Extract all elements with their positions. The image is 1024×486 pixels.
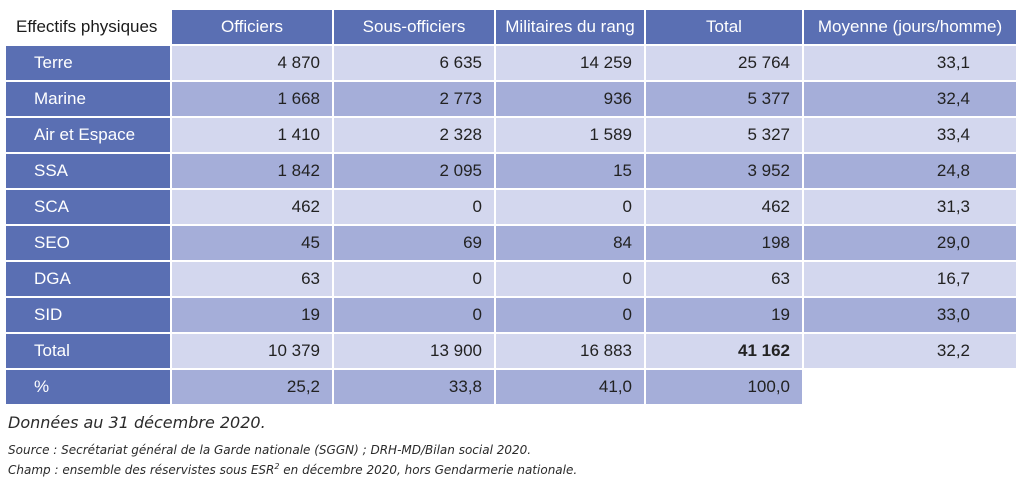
champ-superscript: 2 [274,462,280,471]
cell-total: 462 [646,190,804,226]
champ-note: Champ : ensemble des réservistes sous ES… [8,462,577,477]
table-row: SSA 1 842 2 095 15 3 952 24,8 [6,154,1016,190]
table-row: Air et Espace 1 410 2 328 1 589 5 327 33… [6,118,1016,154]
cell-officiers: 1 842 [172,154,334,190]
header-sous-officiers: Sous-officiers [334,10,496,46]
cell-officiers: 63 [172,262,334,298]
cell-sous-officiers: 0 [334,262,496,298]
cell-total: 100,0 [646,370,804,406]
row-label: SID [6,298,172,334]
header-total: Total [646,10,804,46]
cell-moyenne: 33,1 [804,46,1016,82]
row-label: Air et Espace [6,118,172,154]
cell-sous-officiers: 2 773 [334,82,496,118]
cell-militaires: 16 883 [496,334,646,370]
cell-moyenne: 24,8 [804,154,1016,190]
cell-militaires: 936 [496,82,646,118]
cell-total: 5 377 [646,82,804,118]
table-row: Marine 1 668 2 773 936 5 377 32,4 [6,82,1016,118]
cell-total: 3 952 [646,154,804,190]
cell-militaires: 15 [496,154,646,190]
cell-total: 5 327 [646,118,804,154]
header-militaires: Militaires du rang [496,10,646,46]
row-label: DGA [6,262,172,298]
cell-officiers: 45 [172,226,334,262]
row-label: Total [6,334,172,370]
cell-militaires: 0 [496,298,646,334]
date-note: Données au 31 décembre 2020. [8,413,266,432]
cell-moyenne: 31,3 [804,190,1016,226]
champ-suffix: en décembre 2020, hors Gendarmerie natio… [279,463,578,477]
cell-total: 198 [646,226,804,262]
cell-total: 25 764 [646,46,804,82]
cell-officiers: 1 668 [172,82,334,118]
cell-officiers: 462 [172,190,334,226]
table-row: Terre 4 870 6 635 14 259 25 764 33,1 [6,46,1016,82]
cell-moyenne: 32,4 [804,82,1016,118]
header-officiers: Officiers [172,10,334,46]
cell-militaires: 14 259 [496,46,646,82]
cell-total: 63 [646,262,804,298]
cell-militaires: 41,0 [496,370,646,406]
cell-sous-officiers: 2 328 [334,118,496,154]
header-moyenne: Moyenne (jours/homme) [804,10,1016,46]
cell-militaires: 0 [496,262,646,298]
cell-sous-officiers: 69 [334,226,496,262]
table-row: DGA 63 0 0 63 16,7 [6,262,1016,298]
header-effectifs: Effectifs physiques [6,10,172,46]
row-label: Marine [6,82,172,118]
champ-prefix: Champ : ensemble des réservistes sous ES… [8,463,275,477]
cell-moyenne: 33,4 [804,118,1016,154]
cell-officiers: 25,2 [172,370,334,406]
table-total-row: Total 10 379 13 900 16 883 41 162 32,2 [6,334,1016,370]
cell-sous-officiers: 0 [334,298,496,334]
row-label: SSA [6,154,172,190]
cell-moyenne: 16,7 [804,262,1016,298]
cell-sous-officiers: 6 635 [334,46,496,82]
cell-officiers: 19 [172,298,334,334]
cell-total: 19 [646,298,804,334]
table-header-row: Effectifs physiques Officiers Sous-offic… [6,10,1016,46]
cell-moyenne-empty [804,370,1016,406]
cell-sous-officiers: 0 [334,190,496,226]
row-label: Terre [6,46,172,82]
cell-militaires: 0 [496,190,646,226]
cell-sous-officiers: 33,8 [334,370,496,406]
source-note: Source : Secrétariat général de la Garde… [8,443,532,457]
cell-moyenne: 33,0 [804,298,1016,334]
table-percent-row: % 25,2 33,8 41,0 100,0 [6,370,1016,406]
cell-moyenne: 29,0 [804,226,1016,262]
table-row: SEO 45 69 84 198 29,0 [6,226,1016,262]
cell-officiers: 4 870 [172,46,334,82]
data-table: Effectifs physiques Officiers Sous-offic… [6,10,1016,406]
cell-moyenne: 32,2 [804,334,1016,370]
row-label: SEO [6,226,172,262]
cell-sous-officiers: 13 900 [334,334,496,370]
row-label: % [6,370,172,406]
cell-officiers: 1 410 [172,118,334,154]
cell-sous-officiers: 2 095 [334,154,496,190]
cell-officiers: 10 379 [172,334,334,370]
table-row: SCA 462 0 0 462 31,3 [6,190,1016,226]
table-row: SID 19 0 0 19 33,0 [6,298,1016,334]
cell-total: 41 162 [646,334,804,370]
cell-militaires: 84 [496,226,646,262]
row-label: SCA [6,190,172,226]
cell-militaires: 1 589 [496,118,646,154]
